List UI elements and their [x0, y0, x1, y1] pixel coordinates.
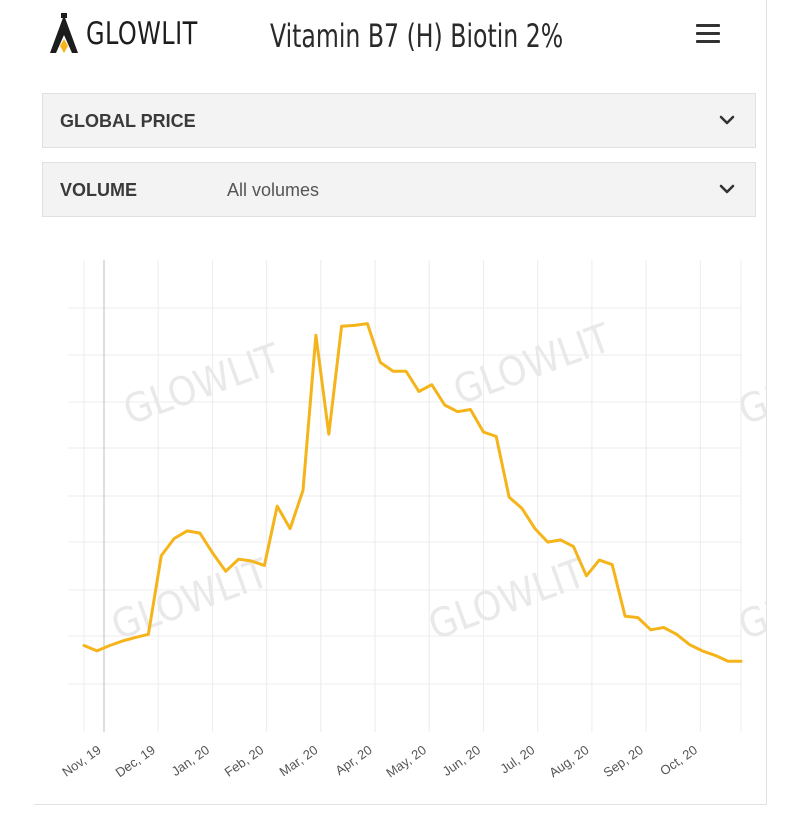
- chart-series: [82, 322, 743, 663]
- x-tick-label: Apr, 20: [332, 742, 374, 778]
- x-tick-label: Feb, 20: [222, 742, 267, 780]
- x-axis-ticks: Nov, 19 Dec, 19 Jan, 20 Feb, 20 Mar, 20 Apr, …: [59, 742, 700, 780]
- x-tick-label: Jan, 20: [169, 742, 213, 779]
- logo[interactable]: GLOWLIT: [48, 13, 216, 55]
- chevron-down-icon: [719, 115, 735, 125]
- x-tick-label: Aug, 20: [546, 742, 591, 780]
- page-title: Vitamin B7 (H) Biotin 2%: [270, 17, 564, 55]
- volume-dropdown[interactable]: VOLUME All volumes: [42, 162, 756, 217]
- global-price-dropdown[interactable]: GLOBAL PRICE: [42, 93, 756, 148]
- x-tick-label: Mar, 20: [276, 742, 320, 779]
- volume-label: VOLUME: [60, 180, 138, 200]
- price-series-line: [82, 322, 743, 663]
- watermark-text: GLOWLIT: [733, 550, 766, 649]
- hamburger-menu-icon[interactable]: [696, 24, 722, 46]
- x-tick-label: Jul, 20: [497, 742, 537, 776]
- watermark-text: GLOWLIT: [118, 335, 288, 434]
- x-tick-label: Sep, 20: [601, 742, 646, 780]
- watermark-text: GLOWLIT: [106, 550, 276, 649]
- x-tick-label: Oct, 20: [657, 742, 700, 778]
- volume-value: All volumes: [227, 180, 320, 200]
- glowlit-logo-icon: [50, 13, 78, 53]
- chart-gridlines: [68, 260, 742, 732]
- chevron-down-icon: [719, 184, 735, 194]
- page-header: GLOWLIT Vitamin B7 (H) Biotin 2%: [0, 0, 766, 80]
- logo-text: GLOWLIT: [86, 16, 198, 52]
- frame-border-right: [766, 0, 767, 805]
- watermark-text: GLOWLIT: [733, 335, 766, 434]
- watermark-text: GLOWLIT: [423, 550, 593, 649]
- x-tick-label: Dec, 19: [113, 742, 158, 780]
- frame-border-bottom: [34, 804, 767, 805]
- global-price-label: GLOBAL PRICE: [60, 111, 196, 131]
- x-tick-label: May, 20: [383, 742, 429, 780]
- x-tick-label: Jun, 20: [440, 742, 484, 779]
- x-tick-label: Nov, 19: [59, 742, 104, 779]
